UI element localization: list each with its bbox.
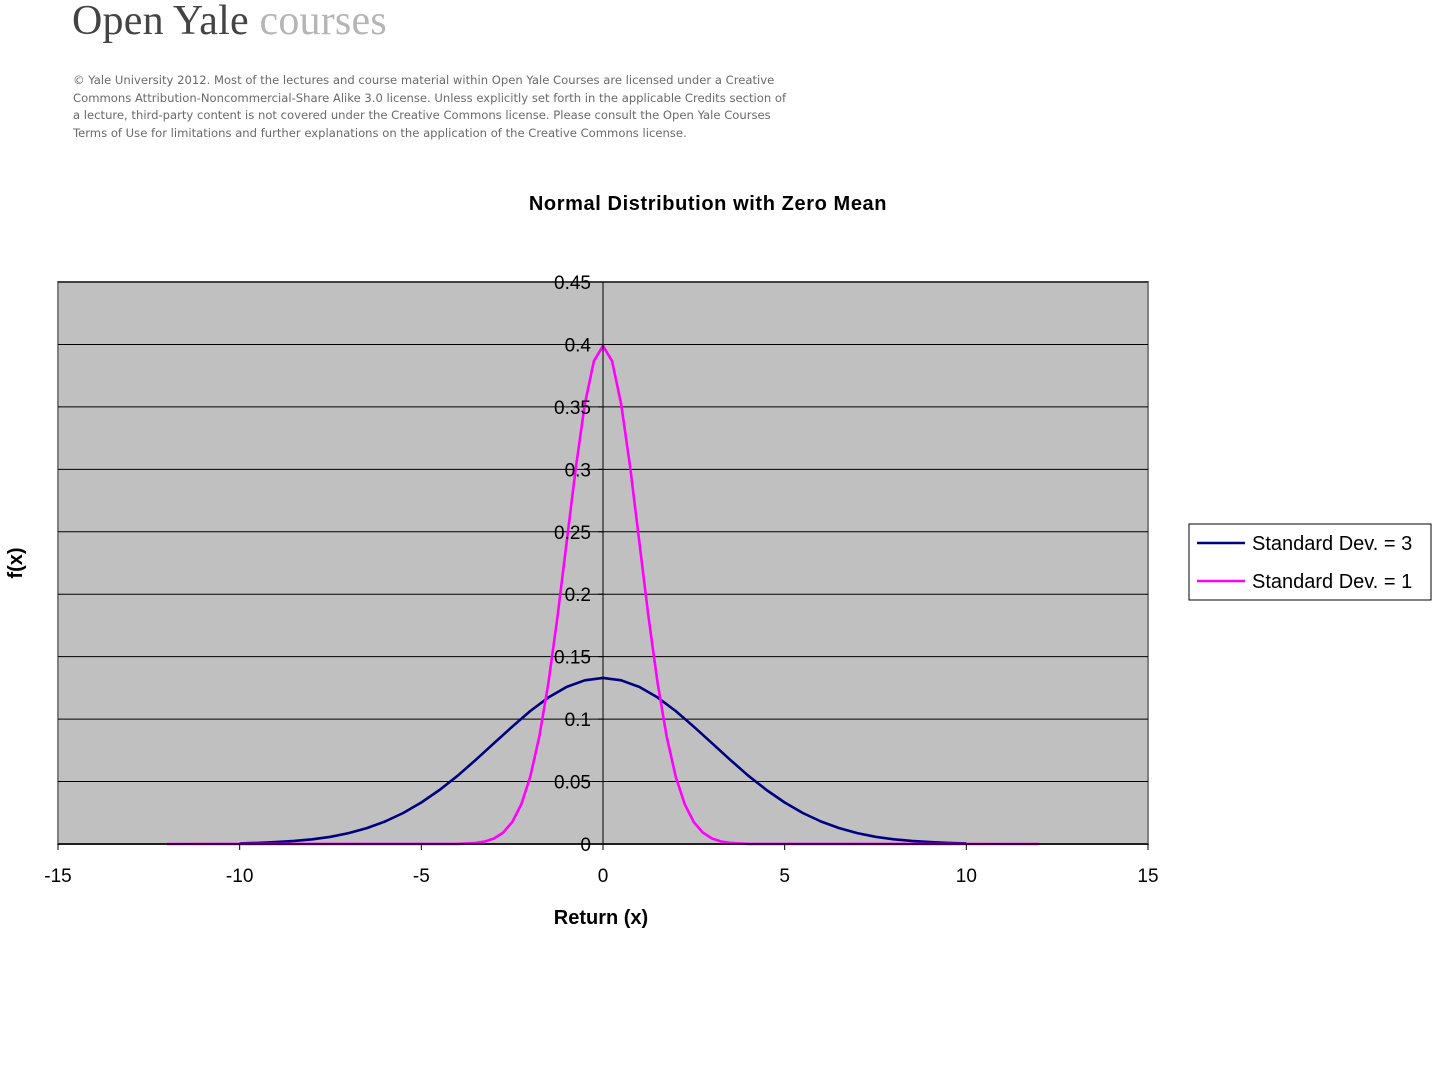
legend-box (1188, 523, 1432, 601)
legend-label: Standard Dev. = 1 (1252, 571, 1412, 593)
x-tick-labels: -15 -10 -5 0 5 10 15 (44, 866, 1158, 887)
legend: Standard Dev. = 3 Standard Dev. = 1 (1188, 523, 1432, 601)
x-tick-label: -10 (226, 866, 253, 887)
y-tick-label: 0.2 (565, 585, 591, 606)
y-tick-labels: 0 0.05 0.1 0.15 0.2 0.25 0.3 0.35 0.4 0.45 (554, 273, 591, 856)
y-tick-label: 0.1 (565, 710, 591, 731)
x-tick-label: 5 (779, 866, 790, 887)
logo-courses-text: courses (259, 0, 387, 44)
chart-title: Normal Distribution with Zero Mean (529, 193, 887, 215)
axes (57, 281, 1149, 850)
logo-open-yale-text: Open Yale (72, 0, 249, 44)
y-tick-label: 0.4 (565, 335, 592, 356)
open-yale-courses-logo: Open Yale courses (72, 0, 387, 44)
y-tick-label: 0.3 (565, 460, 591, 481)
y-tick-label: 0.05 (554, 773, 591, 794)
legend-label: Standard Dev. = 3 (1252, 533, 1412, 555)
x-tick-label: 0 (598, 866, 609, 887)
x-tick-label: -15 (44, 866, 71, 887)
y-axis-label: f(x) (5, 547, 27, 578)
x-tick-label: 15 (1137, 866, 1158, 887)
y-tick-label: 0.35 (554, 398, 591, 419)
y-tick-label: 0.25 (554, 523, 591, 544)
x-tick-label: -5 (413, 866, 430, 887)
y-tick-label: 0.15 (554, 648, 591, 669)
y-tick-label: 0 (580, 835, 591, 856)
x-tick-label: 10 (956, 866, 977, 887)
y-tick-label: 0.45 (554, 273, 591, 294)
x-axis-label: Return (x) (554, 907, 648, 929)
license-notice: © Yale University 2012. Most of the lect… (73, 73, 787, 140)
